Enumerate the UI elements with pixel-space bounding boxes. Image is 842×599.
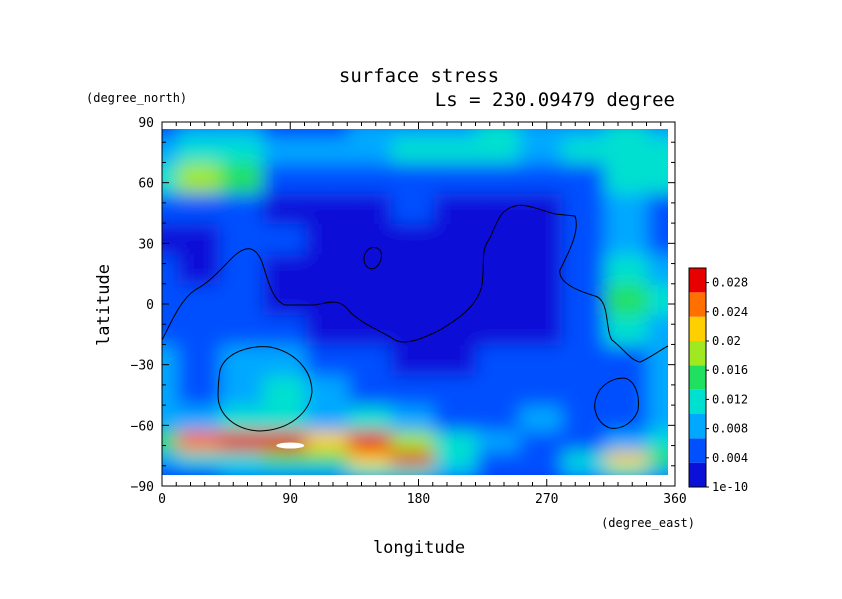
colorbar-segment (689, 438, 706, 463)
topography-contours (161, 204, 669, 432)
colorbar-tick-label: 0.024 (712, 305, 748, 319)
colorbar: 1e-10 0.004 0.008 0.012 0.016 0.02 0.024 0.028 (688, 267, 748, 494)
heatmap-cell (391, 466, 446, 475)
heatmap-cell (647, 315, 668, 354)
heatmap-cell (262, 466, 318, 475)
heatmap-cell (647, 193, 668, 233)
heatmap-cell (647, 466, 668, 475)
heatmap-cell (519, 466, 575, 475)
chart-title: surface stress (339, 65, 499, 87)
y-tick-label: 90 (138, 116, 154, 131)
heatmap-cell (562, 466, 617, 475)
colorbar-segment (689, 365, 706, 390)
saturated-peak (276, 442, 305, 449)
colorbar-tick-label: 0.016 (712, 363, 748, 377)
contour-dichotomy-line (161, 204, 669, 363)
y-unit-label: (degree_north) (86, 91, 187, 105)
y-tick-label: 60 (138, 177, 154, 192)
colorbar-tick-label: 0.028 (712, 276, 748, 290)
y-axis: −90 −60 −30 0 30 60 90 (131, 116, 675, 495)
x-axis: 0 90 180 270 360 (158, 122, 687, 507)
colorbar-tick-label: 0.008 (712, 422, 748, 436)
colorbar-frame (688, 267, 707, 488)
heatmap-cell (177, 466, 233, 475)
colorbar-segment (689, 414, 706, 439)
x-tick-label: 180 (407, 492, 430, 507)
x-tick-label: 270 (535, 492, 558, 507)
heatmap-cell (647, 406, 668, 440)
contour-southeastern-basin (594, 377, 639, 429)
colorbar-segment (689, 292, 706, 317)
x-tick-label: 90 (282, 492, 298, 507)
colorbar-segment (689, 389, 706, 414)
heatmap-cell (305, 466, 361, 475)
colorbar-segment (689, 341, 706, 366)
y-axis-label: latitude (94, 264, 114, 346)
colorbar-tick-label: 0.02 (712, 334, 741, 348)
contour-southern-crater (217, 346, 313, 432)
colorbar-tick-label: 1e-10 (712, 480, 748, 494)
heatmap-cell (647, 284, 668, 324)
heatmap-cell (476, 466, 532, 475)
colorbar-segment (689, 316, 706, 341)
heatmap-cell (604, 466, 660, 475)
y-tick-label: 30 (138, 237, 154, 252)
colorbar-segment (689, 268, 706, 293)
heatmap-cell (647, 375, 668, 415)
colorbar-segment (689, 462, 706, 487)
y-tick-label: −30 (131, 359, 154, 374)
heatmap-cell (220, 466, 275, 475)
heatmap-cell (647, 254, 668, 293)
heatmap-cell (348, 466, 404, 475)
heatmap-cell (647, 163, 668, 202)
contour-small-northern-feature (363, 247, 382, 270)
heatmap-cell (162, 466, 190, 475)
colorbar-tick-label: 0.004 (712, 451, 748, 465)
y-tick-label: −90 (131, 480, 154, 495)
heatmap-cell (647, 138, 668, 172)
x-tick-label: 360 (663, 492, 686, 507)
chart-subtitle: Ls = 230.09479 degree (435, 89, 675, 111)
heatmap-field (162, 129, 668, 475)
heatmap-cell (647, 224, 668, 263)
x-tick-label: 0 (158, 492, 166, 507)
x-axis-label: longitude (373, 538, 465, 558)
heatmap-cell (433, 466, 489, 475)
y-tick-label: −60 (131, 419, 154, 434)
x-unit-label: (degree_east) (601, 516, 695, 530)
y-tick-label: 0 (146, 298, 154, 313)
colorbar-tick-label: 0.012 (712, 392, 748, 406)
